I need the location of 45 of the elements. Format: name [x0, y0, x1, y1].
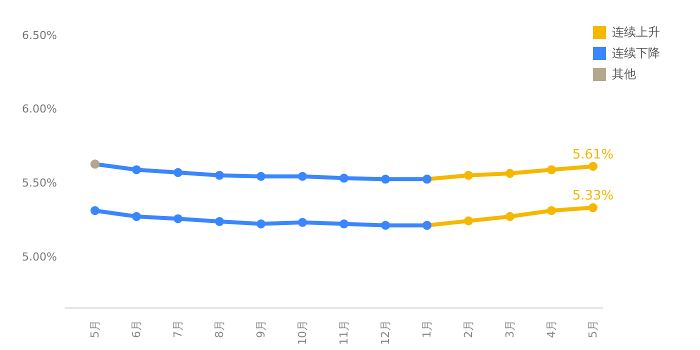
y-tick-label: 5.00%	[22, 250, 57, 264]
data-label: 5.61%	[572, 147, 614, 162]
x-tick-label: 5月	[88, 320, 102, 338]
point	[588, 162, 598, 171]
point	[547, 165, 556, 174]
point	[340, 174, 348, 183]
point	[215, 170, 224, 180]
point	[298, 218, 307, 227]
point	[90, 206, 100, 216]
data-label: 5.33%	[572, 188, 614, 204]
x-tick-label: 11月	[338, 320, 350, 345]
point	[298, 172, 307, 181]
point	[464, 216, 473, 226]
x-tick-label: 5月	[586, 320, 600, 338]
point	[132, 212, 141, 222]
point	[547, 206, 556, 216]
point	[464, 170, 473, 180]
y-tick-label: 5.50%	[22, 176, 57, 190]
legend-label: 其他	[612, 66, 636, 83]
point	[340, 219, 348, 228]
point	[256, 172, 266, 181]
x-tick-label: 9月	[254, 320, 268, 338]
legend-label: 连续下降	[612, 45, 660, 62]
point	[256, 219, 266, 228]
point	[174, 214, 182, 224]
point	[506, 168, 514, 178]
y-tick-label: 6.00%	[22, 102, 57, 116]
x-tick-label: 2月	[462, 320, 475, 338]
legend-label: 连续上升	[612, 24, 660, 41]
x-tick-label: 10月	[296, 320, 309, 345]
point	[381, 174, 390, 184]
point	[132, 165, 141, 174]
point	[588, 203, 598, 212]
x-tick-label: 8月	[213, 320, 226, 338]
x-tick-label: 12月	[379, 320, 392, 345]
point	[215, 217, 224, 226]
point	[174, 168, 182, 178]
y-tick-label: 6.50%	[22, 28, 57, 42]
point	[506, 212, 514, 222]
x-tick-label: 3月	[504, 320, 516, 338]
x-tick-label: 7月	[172, 320, 184, 338]
point	[381, 220, 390, 230]
x-tick-label: 6月	[130, 320, 143, 338]
x-tick-label: 1月	[420, 320, 434, 338]
x-tick-label: 4月	[545, 320, 558, 338]
